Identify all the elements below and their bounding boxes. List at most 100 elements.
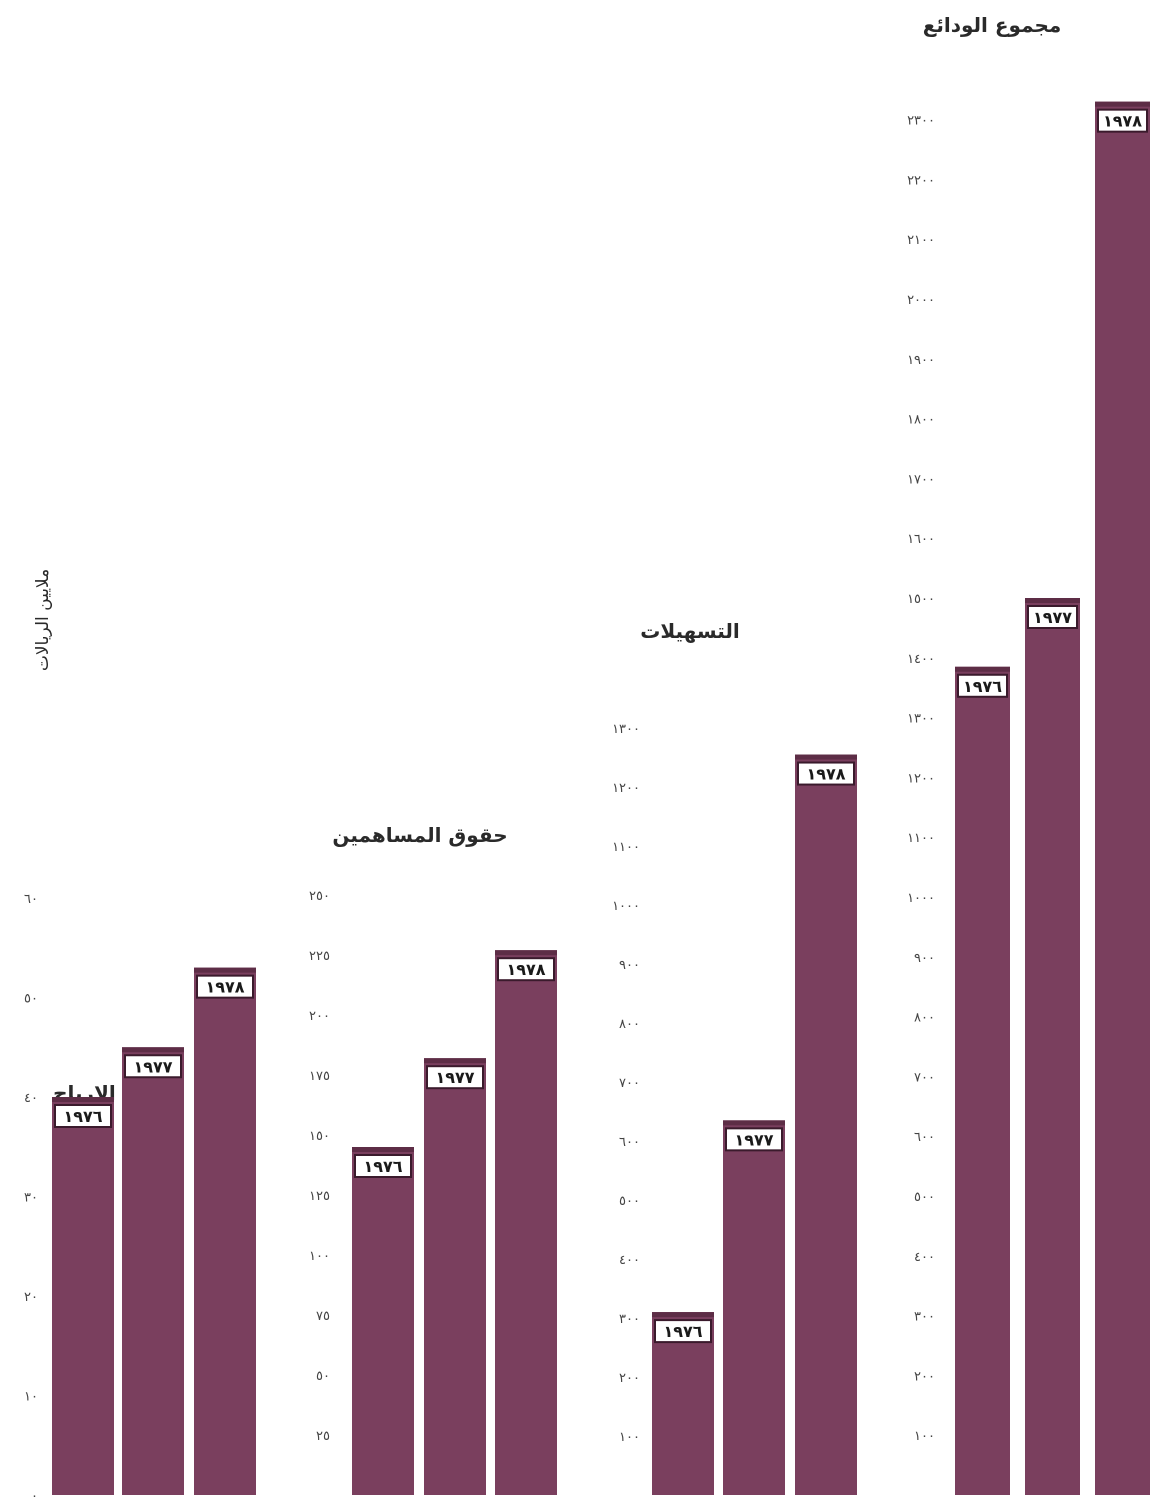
facilities-y-tick-label: ٣٠٠ xyxy=(619,1312,640,1327)
total-deposits-y-tick-label: ١٠٠٠ xyxy=(907,891,935,906)
net-profit-year-label: ١٩٧٧ xyxy=(133,1057,172,1076)
net-profit-bar-2 xyxy=(122,1047,184,1495)
net-profit-bar-cap xyxy=(122,1047,184,1053)
net-profit-y-tick-label: ٦٠ xyxy=(24,892,38,907)
total-deposits-y-tick-label: ٢٠٠ xyxy=(914,1369,935,1384)
shareholders-equity-year-label-box xyxy=(426,1065,484,1090)
facilities-bar-3 xyxy=(795,754,857,1495)
shareholders-equity-y-tick-label: ٢٢٥ xyxy=(309,949,330,964)
total-deposits-y-tick-label: ٢٣٠٠ xyxy=(907,114,935,129)
total-deposits-year-label: ١٩٧٦ xyxy=(963,677,1002,696)
net-profit-year-label: ١٩٧٨ xyxy=(205,978,244,997)
facilities-bar-2 xyxy=(723,1120,785,1495)
total-deposits-y-tick-label: ١٦٠٠ xyxy=(907,532,935,547)
total-deposits-y-tick-label: ١٧٠٠ xyxy=(907,472,935,487)
net-profit-year-label-box xyxy=(54,1104,112,1128)
total-deposits-year-label-box xyxy=(957,673,1008,698)
facilities-title: التسهيلات xyxy=(640,619,740,643)
shareholders-equity-y-tick-label: ٢٠٠ xyxy=(309,1009,330,1024)
facilities-bar-cap xyxy=(723,1120,785,1126)
shareholders-equity-bar-2 xyxy=(424,1058,486,1495)
total-deposits-bar-cap xyxy=(1095,101,1150,107)
net-profit-y-tick-label: ٣٠ xyxy=(24,1191,38,1206)
total-deposits-y-tick-label: ١٢٠٠ xyxy=(907,771,935,786)
total-deposits-bar-3 xyxy=(1095,101,1150,1495)
facilities-bar-cap xyxy=(795,754,857,760)
facilities-y-tick-label: ٧٠٠ xyxy=(619,1076,640,1091)
facilities-year-label-box xyxy=(654,1319,712,1344)
total-deposits-y-tick-label: ٣٠٠ xyxy=(914,1310,935,1325)
facilities-y-tick-label: ١٠٠ xyxy=(619,1430,640,1445)
net-profit-bar-3 xyxy=(194,967,256,1495)
net-profit-bar-1 xyxy=(52,1097,114,1495)
facilities-year-label-box xyxy=(725,1127,783,1152)
shareholders-equity-year-label: ١٩٧٨ xyxy=(506,960,545,979)
total-deposits-y-tick-label: ٦٠٠ xyxy=(914,1130,935,1145)
total-deposits-bar-1 xyxy=(955,666,1010,1495)
total-deposits-y-tick-label: ١٨٠٠ xyxy=(907,413,935,428)
total-deposits-y-tick-label: ٥٠٠ xyxy=(914,1190,935,1205)
facilities-year-label-box xyxy=(797,761,855,786)
shareholders-equity-y-tick-label: ٢٥٠ xyxy=(309,889,330,904)
shareholders-equity-y-tick-label: ٢٥ xyxy=(316,1429,330,1444)
net-profit-year-label-box xyxy=(196,974,254,999)
shareholders-equity-year-label-box xyxy=(497,957,555,982)
facilities-y-tick-label: ١٣٠٠ xyxy=(612,722,640,737)
net-profit-year-label: ١٩٧٦ xyxy=(63,1107,102,1126)
shareholders-equity-bar-3 xyxy=(495,950,557,1495)
shareholders-equity-y-tick-label: ١٧٥ xyxy=(309,1069,330,1084)
shareholders-equity-y-tick-label: ٥٠ xyxy=(316,1369,330,1384)
total-deposits-y-tick-label: ٧٠٠ xyxy=(914,1070,935,1085)
shareholders-equity-title: حقوق المساهمين xyxy=(332,823,507,847)
net-profit-y-tick-label: ٠ xyxy=(31,1489,38,1502)
facilities-y-tick-label: ١٢٠٠ xyxy=(612,781,640,796)
facilities-year-label: ١٩٧٧ xyxy=(734,1130,773,1149)
total-deposits-y-tick-label: ١١٠٠ xyxy=(907,831,935,846)
total-deposits-y-tick-label: ١٠٠ xyxy=(914,1429,935,1444)
facilities-y-tick-label: ٦٠٠ xyxy=(619,1135,640,1150)
shareholders-equity-y-tick-label: ١٠٠ xyxy=(309,1249,330,1264)
total-deposits-year-label-box xyxy=(1027,605,1078,629)
net-profit-y-tick-label: ٥٠ xyxy=(24,992,38,1007)
facilities-y-tick-label: ٨٠٠ xyxy=(619,1017,640,1032)
total-deposits-y-tick-label: ١٤٠٠ xyxy=(907,652,935,667)
shareholders-equity-year-label-box xyxy=(354,1154,412,1178)
shareholders-equity-year-label: ١٩٧٦ xyxy=(363,1157,402,1176)
shareholders-equity-y-tick-label: ١٢٥ xyxy=(309,1189,330,1204)
total-deposits-bar-cap xyxy=(1025,598,1080,603)
total-deposits-y-tick-label: ٢١٠٠ xyxy=(907,233,935,248)
total-deposits-y-tick-label: ١٩٠٠ xyxy=(907,353,935,368)
total-deposits-chart: مجموع الودائع ١٠٠ ٢٠٠ ٣٠٠ ٤٠٠ ٥٠٠ ٦٠٠ ٧٠٠ ٨٠٠ ٩٠٠… xyxy=(907,13,1150,1495)
total-deposits-y-tick-label: ٩٠٠ xyxy=(914,951,935,966)
facilities-y-tick-label: ٤٠٠ xyxy=(619,1253,640,1268)
facilities-y-tick-label: ٢٠٠ xyxy=(619,1371,640,1386)
facilities-y-tick-label: ٩٠٠ xyxy=(619,958,640,973)
net-profit-y-tick-label: ١٠ xyxy=(24,1390,38,1405)
shareholders-equity-bar-cap xyxy=(495,950,557,956)
shareholders-equity-bar-cap xyxy=(424,1058,486,1064)
facilities-year-label: ١٩٧٨ xyxy=(806,765,845,784)
total-deposits-y-tick-label: ١٥٠٠ xyxy=(907,592,935,607)
total-deposits-year-label: ١٩٧٨ xyxy=(1103,112,1142,131)
total-deposits-bar-cap xyxy=(955,666,1010,672)
shareholders-equity-y-tick-label: ١٥٠ xyxy=(309,1129,330,1144)
y-axis-unit-label: ملايين الريالات xyxy=(33,569,53,671)
facilities-y-tick-label: ١٠٠٠ xyxy=(612,899,640,914)
net-profit-bar-cap xyxy=(52,1097,114,1102)
facilities-y-tick-label: ٥٠٠ xyxy=(619,1194,640,1209)
shareholders-equity-bar-1 xyxy=(352,1147,414,1495)
net-profit-y-tick-label: ٢٠ xyxy=(24,1290,38,1305)
facilities-year-label: ١٩٧٦ xyxy=(663,1322,702,1341)
shareholders-equity-bar-cap xyxy=(352,1147,414,1152)
shareholders-equity-year-label: ١٩٧٧ xyxy=(435,1068,474,1087)
total-deposits-bar-2 xyxy=(1025,598,1080,1495)
facilities-chart: التسهيلات ١٠٠ ٢٠٠ ٣٠٠ ٤٠٠ ٥٠٠ ٦٠٠ ٧٠٠ ٨٠٠ ٩٠٠ ١٠٠٠… xyxy=(612,619,857,1495)
facilities-y-tick-label: ١١٠٠ xyxy=(612,840,640,855)
shareholders-equity-y-tick-label: ٧٥ xyxy=(316,1309,330,1324)
shareholders-equity-chart: حقوق المساهمين ٢٥ ٥٠ ٧٥ ١٠٠ ١٢٥ ١٥٠ ١٧٥ ٢٠٠ ٢٢٥ ٢٥… xyxy=(309,823,557,1495)
total-deposits-year-label-box xyxy=(1097,108,1148,133)
facilities-bar-cap xyxy=(652,1312,714,1318)
